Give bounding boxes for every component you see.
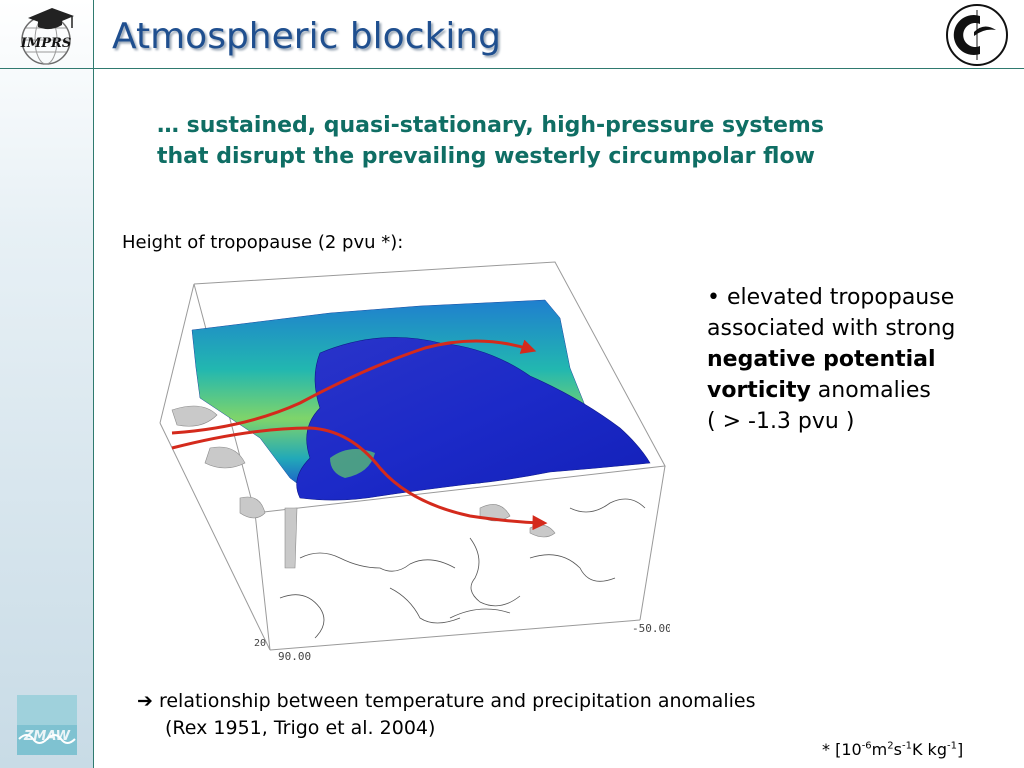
footnote-suffix: ]: [956, 740, 964, 759]
imprs-logo: IMPRS: [20, 8, 74, 65]
axis-label-minor: 20: [254, 638, 266, 649]
footnote-exp-4: -1: [946, 740, 957, 752]
footnote-m: m: [871, 740, 888, 759]
institute-logo: [946, 4, 1008, 66]
imprs-logo-text: IMPRS: [20, 36, 71, 51]
page-title: Atmospheric blocking: [112, 16, 502, 57]
relation-line-1: relationship between temperature and pre…: [152, 690, 756, 712]
footnote-exp-2: 2: [887, 740, 894, 752]
relation-line-2: (Rex 1951, Trigo et al. 2004): [165, 717, 436, 739]
relation-note: ➔ relationship between temperature and p…: [137, 688, 755, 742]
footnote-s: s: [893, 740, 902, 759]
bullet-point: • elevated tropopause associated with st…: [707, 282, 1007, 437]
bullet-text-2: anomalies: [810, 378, 931, 403]
bullet-text-1: elevated tropopause associated with stro…: [707, 285, 956, 341]
arrow-icon: ➔: [137, 690, 153, 712]
plot-bounding-box: [159, 261, 666, 651]
header-divider: [0, 68, 1024, 69]
footnote-exp-3: -1: [901, 740, 912, 752]
zmaw-logo: ZMAW: [17, 695, 77, 755]
negative-pv-anomaly: [296, 337, 651, 501]
sidebar-divider: [93, 0, 94, 768]
definition-line-1: … sustained, quasi-stationary, high-pres…: [157, 113, 824, 138]
bullet-marker: •: [707, 285, 720, 310]
pvu-unit-footnote: * [10-6m2s-1K kg-1]: [822, 740, 963, 759]
tropopause-3d-figure: -50.00 90.00 20: [159, 261, 670, 663]
figure-caption: Height of tropopause (2 pvu *):: [122, 232, 404, 253]
axis-label-lat: 90.00: [278, 650, 311, 663]
bullet-range: ( > -1.3 pvu ): [707, 409, 855, 434]
zmaw-logo-text: ZMAW: [23, 729, 71, 744]
axis-label-lon: -50.00: [632, 622, 670, 635]
definition-line-2: that disrupt the prevailing westerly cir…: [157, 144, 815, 169]
green-patch: [330, 449, 375, 478]
gray-surface-patches: [171, 405, 556, 569]
footnote-prefix: * [10: [822, 740, 862, 759]
footnote-exp-1: -6: [861, 740, 872, 752]
bullet-bold-text: negative potential vorticity: [707, 347, 936, 403]
flow-arrow-north: [171, 339, 537, 435]
left-sidebar: [0, 0, 93, 768]
flow-arrow-south: [171, 426, 548, 531]
blocking-definition: … sustained, quasi-stationary, high-pres…: [157, 110, 957, 172]
footnote-k: K kg: [911, 740, 947, 759]
base-map-coastlines: [279, 498, 646, 639]
